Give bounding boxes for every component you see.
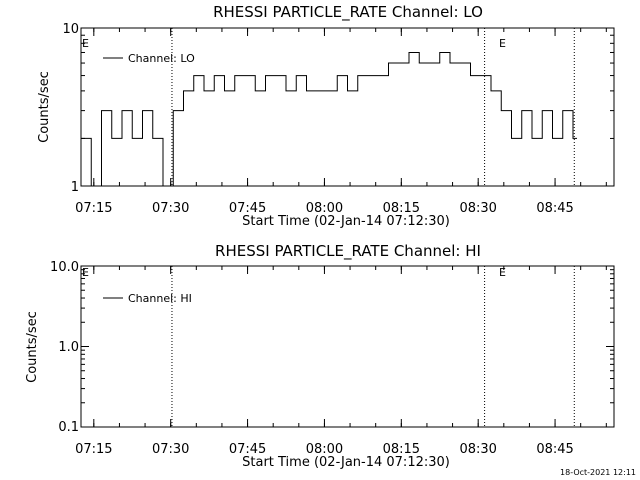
hi-plot-frame — [80, 265, 615, 428]
lo-series-line — [81, 51, 577, 187]
lo-x-tick-label: 07:15 — [75, 201, 112, 216]
hi-x-tick-label: 08:30 — [459, 442, 496, 457]
lo-legend-label: Channel: LO — [128, 52, 195, 65]
hi-x-tick-label: 07:30 — [152, 442, 189, 457]
hi-x-axis-label: Start Time (02-Jan-14 07:12:30) — [242, 455, 450, 470]
lo-channel-panel: RHESSI PARTICLE_RATE Channel: LO Counts/… — [37, 3, 615, 229]
lo-x-tick-label: 08:15 — [383, 201, 420, 216]
footer-timestamp: 18-Oct-2021 12:11 — [560, 468, 636, 477]
lo-x-tick-label: 08:00 — [306, 201, 343, 216]
hi-y-tick-label-10: 10.0 — [50, 260, 79, 275]
lo-x-tick-label: 07:45 — [229, 201, 266, 216]
hi-legend-label: Channel: HI — [128, 292, 192, 305]
lo-plot-frame — [80, 27, 615, 187]
lo-x-axis-label: Start Time (02-Jan-14 07:12:30) — [242, 214, 450, 229]
hi-x-tick-label: 08:00 — [306, 442, 343, 457]
hi-y-tick-label-0-1: 0.1 — [58, 420, 79, 435]
lo-event-marker-end: E — [499, 37, 506, 50]
hi-y-axis-label: Counts/sec — [25, 311, 40, 383]
lo-chart-title: RHESSI PARTICLE_RATE Channel: LO — [213, 3, 483, 22]
hi-y-tick-label-1: 1.0 — [58, 340, 79, 355]
hi-x-tick-label: 07:45 — [229, 442, 266, 457]
lo-x-tick-label: 07:30 — [152, 201, 189, 216]
lo-event-marker-start: E — [82, 37, 89, 50]
hi-x-tick-label: 07:15 — [75, 442, 112, 457]
hi-channel-panel: RHESSI PARTICLE_RATE Channel: HI Counts/… — [25, 242, 615, 470]
lo-y-tick-label-1: 1 — [71, 180, 79, 195]
lo-x-tick-label: 08:30 — [459, 201, 496, 216]
lo-x-tick-label: 08:45 — [536, 201, 573, 216]
hi-x-tick-label: 08:15 — [383, 442, 420, 457]
lo-y-axis-label: Counts/sec — [37, 71, 52, 143]
hi-event-marker-end: E — [499, 266, 506, 279]
lo-y-tick-label-10: 10 — [62, 22, 79, 37]
hi-event-marker-start: E — [82, 266, 89, 279]
hi-chart-title: RHESSI PARTICLE_RATE Channel: HI — [215, 242, 481, 261]
hi-x-tick-label: 08:45 — [536, 442, 573, 457]
